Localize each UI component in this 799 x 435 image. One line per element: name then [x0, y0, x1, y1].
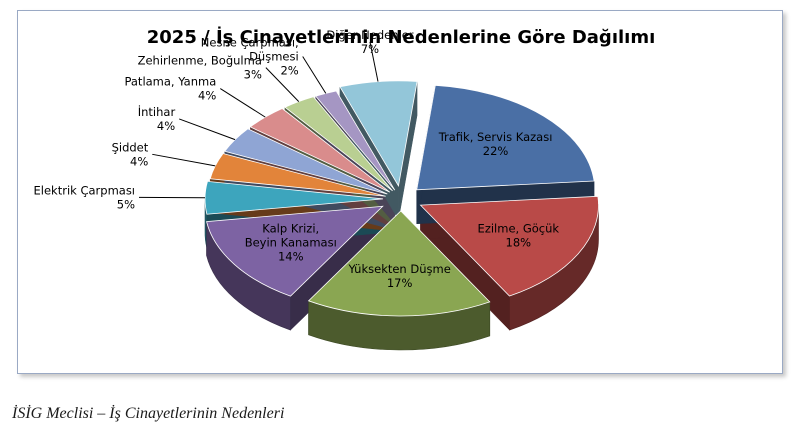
pie-slice — [206, 205, 384, 297]
slice-value-label: 5% — [117, 197, 135, 211]
slice-value-label: 22% — [483, 144, 509, 158]
slice-name-label: Trafik, Servis Kazası — [438, 130, 553, 144]
pie-slice — [284, 96, 393, 192]
slice-name-label: Şiddet — [112, 140, 149, 154]
slice-name-label: Zehirlenme, Boğulma — [138, 54, 262, 68]
slice-label: Patlama, Yanma 4% — [124, 75, 216, 103]
slice-label: Elektrik Çarpması 5% — [34, 183, 136, 211]
slice-value-label: 4% — [157, 119, 175, 133]
slice-name-label: Beyin Kanaması — [245, 235, 337, 249]
leader-line — [179, 118, 236, 141]
leader-line — [265, 67, 300, 102]
slice-value-label: 17% — [387, 276, 413, 290]
slice-name-label: İntihar — [138, 104, 176, 119]
slice-name-label: Elektrik Çarpması — [34, 183, 135, 197]
slice-name-label: Yüksekten Düşme — [347, 262, 450, 276]
pie-slice — [419, 195, 599, 297]
slice-label: Kalp Krizi, Beyin Kanaması 14% — [245, 221, 337, 263]
slice-name-label: Diğer Nedenler — [326, 28, 413, 42]
slice-value-label: 7% — [361, 42, 379, 56]
slice-labels: Trafik, Servis Kazası 22% Ezilme, Göçük 18%… — [34, 28, 560, 290]
slice-label: Yüksekten Düşme 17% — [347, 262, 450, 290]
chart-frame: 2025 / İş Cinayetlerinin Nedenlerine Gör… — [17, 10, 783, 374]
leader-line — [152, 153, 216, 167]
pie-slice — [204, 180, 384, 215]
pie-slice — [307, 210, 491, 317]
slice-name-label: Kalp Krizi, — [262, 221, 319, 235]
slice-label: Zehirlenme, Boğulma 3% — [138, 54, 262, 82]
figure-caption: İSİG Meclisi – İş Cinayetlerinin Nedenle… — [12, 405, 285, 422]
pie-slice — [224, 128, 388, 195]
slice-label: Diğer Nedenler 7% — [326, 28, 413, 56]
slice-label: İntihar 4% — [138, 104, 176, 133]
slice-label: Şiddet 4% — [112, 140, 149, 168]
leader-line — [302, 56, 327, 94]
slice-label: Trafik, Servis Kazası 22% — [438, 130, 553, 158]
leader-line — [220, 88, 266, 118]
slice-name-label: Ezilme, Göçük — [478, 221, 560, 235]
leader-line — [369, 41, 379, 82]
slice-value-label: 4% — [130, 154, 148, 168]
slice-value-label: 2% — [280, 63, 298, 77]
chart-title: 2025 / İş Cinayetlerinin Nedenlerine Gör… — [147, 26, 656, 48]
pie-slice — [249, 108, 391, 193]
slice-name-label: Düşmesi — [249, 49, 299, 63]
pie-slice — [416, 84, 595, 191]
leader-lines — [139, 41, 379, 199]
pie-chart: 2025 / İş Cinayetlerinin Nedenlerine Gör… — [34, 26, 656, 351]
slice-name-label: Patlama, Yanma — [124, 75, 216, 89]
slice-value-label: 4% — [198, 89, 216, 103]
pie-tops — [204, 80, 599, 317]
slice-label: Ezilme, Göçük 18% — [478, 221, 560, 249]
slice-name-label: Nesne Çarpması, — [201, 35, 299, 49]
slice-label: Nesne Çarpması, Düşmesi 2% — [201, 35, 299, 77]
slice-value-label: 14% — [278, 249, 304, 263]
slice-value-label: 18% — [506, 235, 532, 249]
slice-value-label: 3% — [244, 68, 262, 82]
pie-slice — [209, 153, 386, 197]
